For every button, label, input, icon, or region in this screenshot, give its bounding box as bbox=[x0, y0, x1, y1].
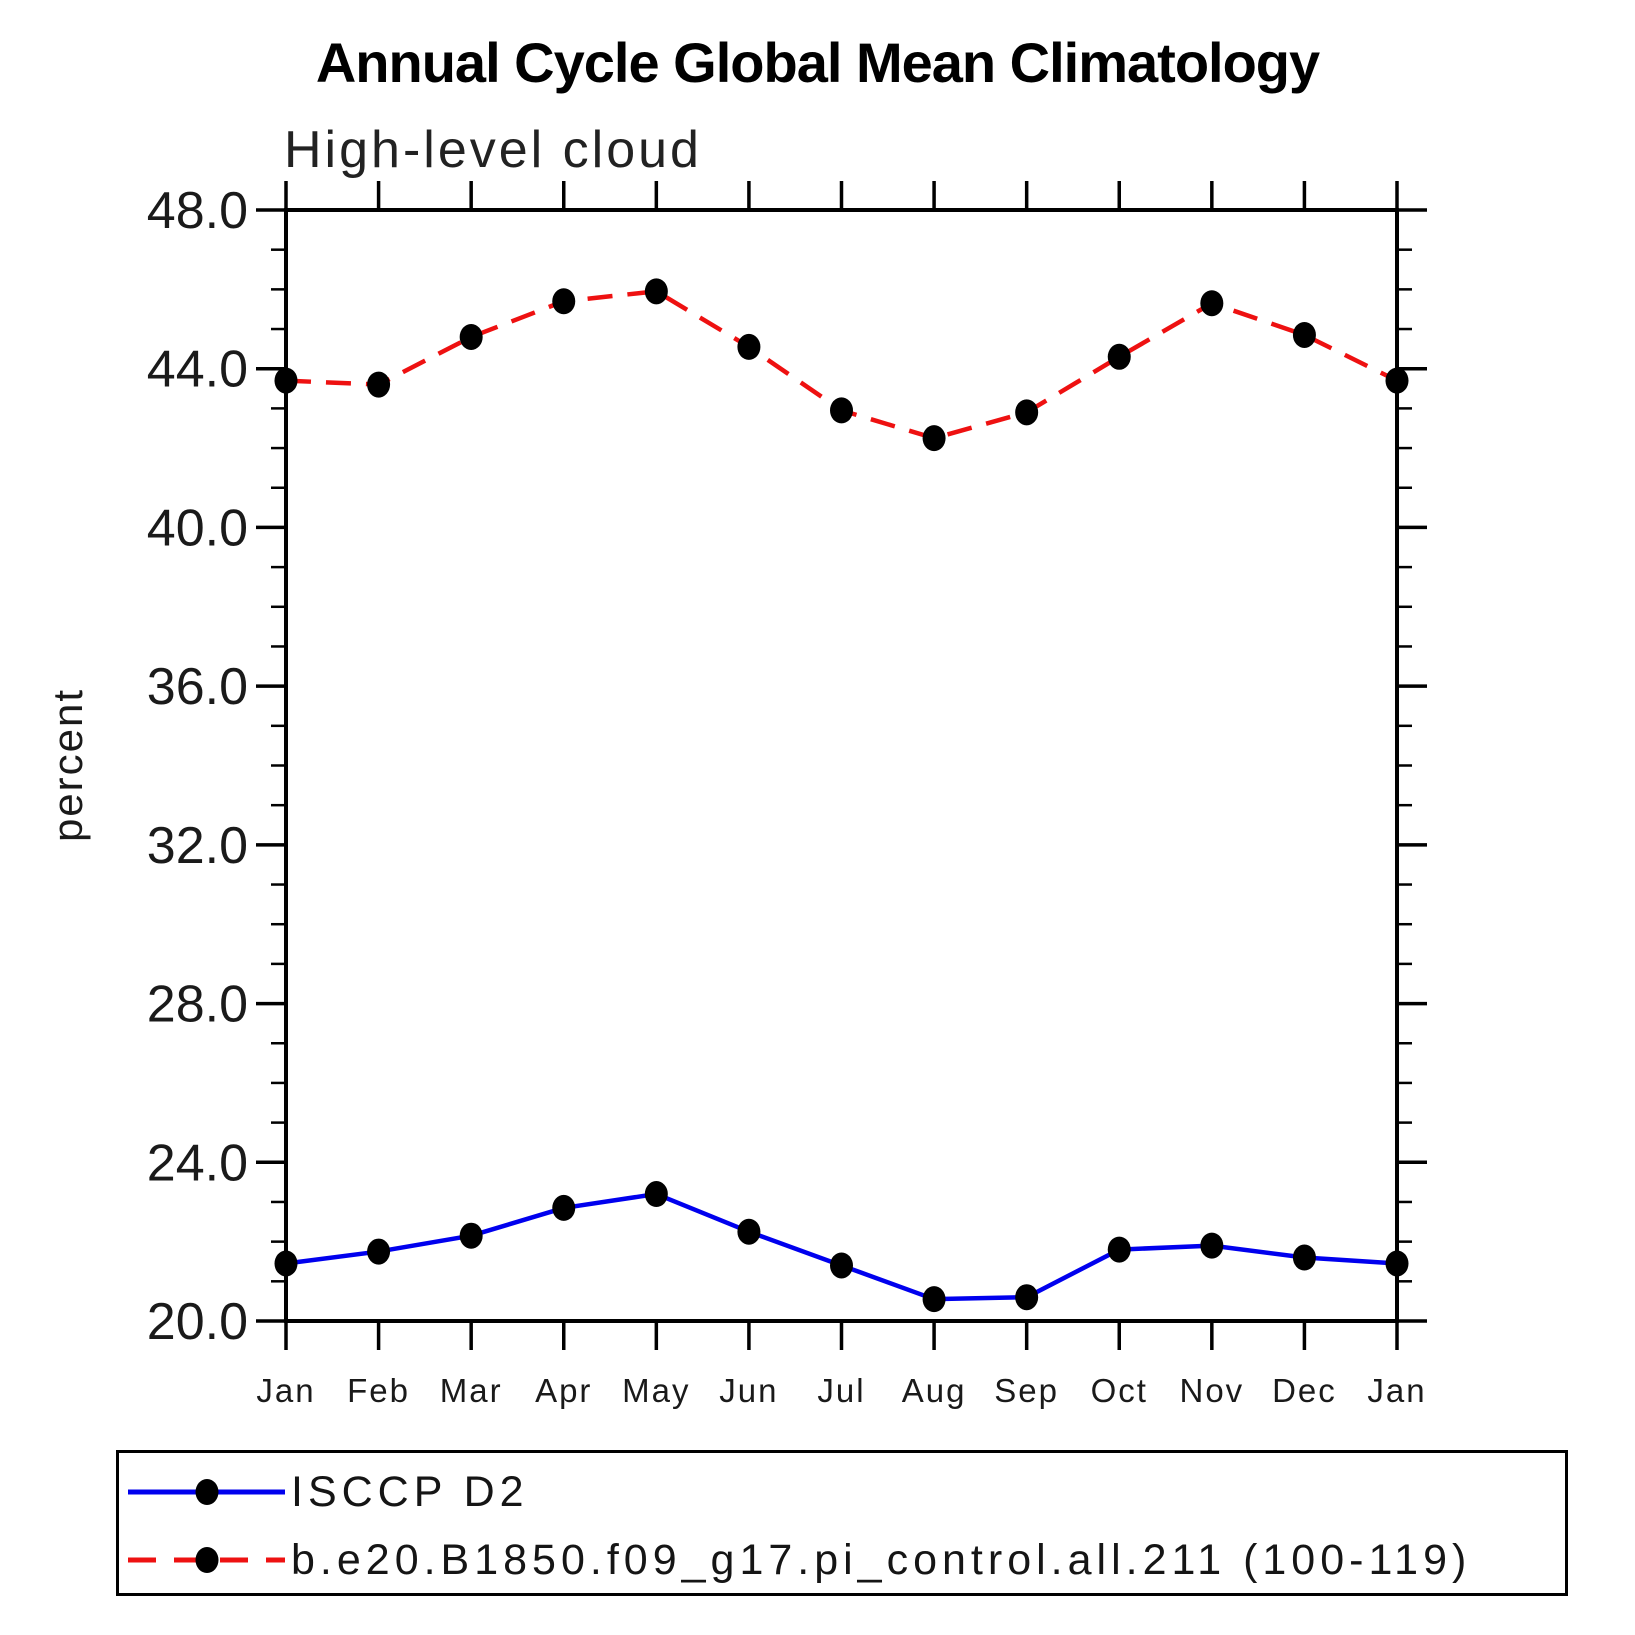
data-point bbox=[1385, 367, 1409, 394]
y-tick-label: 48.0 bbox=[147, 182, 248, 240]
y-tick-label: 32.0 bbox=[147, 817, 248, 875]
data-point bbox=[737, 333, 761, 360]
x-axis: Jan Feb Mar Apr May Jun Jul Aug Sep Oct Nov Dec Jan bbox=[256, 181, 1426, 1409]
data-point bbox=[1385, 1250, 1409, 1277]
x-tick-label: Sep bbox=[994, 1372, 1059, 1409]
y-tick-label: 44.0 bbox=[147, 341, 248, 399]
data-point bbox=[1200, 290, 1224, 317]
chart-subtitle: High-level cloud bbox=[284, 121, 702, 179]
data-point bbox=[1200, 1232, 1224, 1259]
x-tick-label: Jan bbox=[256, 1372, 315, 1409]
x-tick-label: Dec bbox=[1272, 1372, 1337, 1409]
y-tick-label: 40.0 bbox=[147, 499, 248, 557]
data-point bbox=[1015, 399, 1039, 426]
x-tick-label: Apr bbox=[535, 1372, 592, 1409]
data-point bbox=[367, 371, 391, 398]
legend-box: ISCCP D2 b.e20.B1850.f09_g17.pi_control.a… bbox=[116, 1450, 1568, 1596]
data-point bbox=[274, 1250, 298, 1277]
data-point bbox=[552, 1194, 576, 1221]
data-point bbox=[274, 367, 298, 394]
chart-title: Annual Cycle Global Mean Climatology bbox=[315, 31, 1320, 94]
series-b-e20-b1850-f09-g17-pi-control-all-211-100-119 bbox=[274, 278, 1409, 452]
y-tick-label: 24.0 bbox=[147, 1134, 248, 1192]
legend-label: ISCCP D2 bbox=[291, 1468, 529, 1516]
data-point bbox=[922, 1286, 946, 1313]
x-tick-label: Oct bbox=[1091, 1372, 1148, 1409]
data-point bbox=[1015, 1284, 1039, 1311]
x-tick-label: Jun bbox=[719, 1372, 778, 1409]
data-point bbox=[922, 425, 946, 452]
data-point bbox=[1107, 343, 1131, 370]
data-point bbox=[830, 1252, 853, 1279]
data-point bbox=[830, 397, 853, 424]
legend-line-sample bbox=[128, 1479, 285, 1505]
x-tick-label: Aug bbox=[902, 1372, 967, 1409]
legend-marker bbox=[195, 1479, 219, 1505]
data-point bbox=[737, 1218, 761, 1245]
data-point bbox=[1292, 1244, 1316, 1271]
data-point bbox=[644, 1181, 668, 1208]
x-tick-label: Mar bbox=[440, 1372, 503, 1409]
series-isccp-d2 bbox=[274, 1181, 1409, 1313]
y-tick-label: 36.0 bbox=[147, 658, 248, 716]
y-axis: 20.0 24.0 28.0 32.0 36.0 40.0 44.0 48.0 bbox=[147, 182, 1427, 1351]
data-point bbox=[552, 288, 576, 315]
x-tick-label: Nov bbox=[1179, 1372, 1244, 1409]
data-point bbox=[1292, 321, 1316, 348]
plot-frame bbox=[284, 208, 1399, 1323]
data-point bbox=[644, 278, 668, 305]
x-tick-label: Jan bbox=[1367, 1372, 1426, 1409]
legend-row: ISCCP D2 bbox=[122, 1469, 529, 1515]
x-tick-label: May bbox=[622, 1372, 690, 1409]
legend-row: b.e20.B1850.f09_g17.pi_control.all.211 (… bbox=[122, 1537, 1471, 1583]
data-point bbox=[459, 323, 483, 350]
data-point bbox=[367, 1238, 391, 1265]
legend-label: b.e20.B1850.f09_g17.pi_control.all.211 (… bbox=[291, 1536, 1472, 1584]
data-point bbox=[459, 1222, 483, 1249]
legend-marker bbox=[195, 1547, 219, 1573]
x-tick-label: Feb bbox=[347, 1372, 410, 1409]
y-axis-title: percent bbox=[44, 688, 91, 842]
x-tick-label: Jul bbox=[817, 1372, 865, 1409]
y-tick-label: 28.0 bbox=[147, 976, 248, 1034]
data-point bbox=[1107, 1236, 1131, 1263]
legend-line-sample bbox=[128, 1547, 285, 1573]
y-tick-label: 20.0 bbox=[147, 1293, 248, 1351]
